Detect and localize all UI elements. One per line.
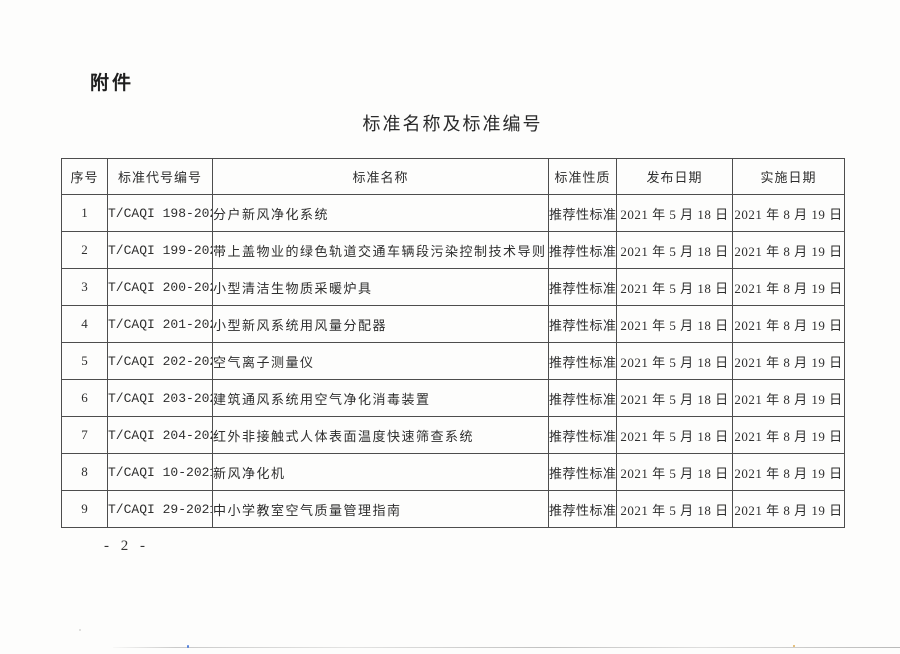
- cell-code: T/CAQI 199-2021: [107, 231, 213, 269]
- scan-speck-blue: [187, 645, 189, 648]
- cell-index: 3: [61, 268, 108, 306]
- cell-name: 带上盖物业的绿色轨道交通车辆段污染控制技术导则: [212, 231, 549, 269]
- scan-speck-orange: [793, 645, 795, 647]
- cell-name: 红外非接触式人体表面温度快速筛查系统: [212, 416, 549, 454]
- cell-implement-date: 2021 年 8 月 19 日: [732, 305, 845, 343]
- cell-implement-date: 2021 年 8 月 19 日: [732, 231, 845, 269]
- cell-nature: 推荐性标准: [548, 268, 617, 306]
- header-cell-publish-date: 发布日期: [616, 158, 733, 195]
- table-row: 6 T/CAQI 203-2021 建筑通风系统用空气净化消毒装置 推荐性标准 …: [61, 379, 845, 417]
- cell-nature: 推荐性标准: [548, 342, 617, 380]
- scan-speck-gray: [79, 629, 81, 631]
- cell-implement-date: 2021 年 8 月 19 日: [732, 453, 845, 491]
- table-row: 5 T/CAQI 202-2021 空气离子测量仪 推荐性标准 2021 年 5…: [61, 342, 845, 380]
- cell-name: 建筑通风系统用空气净化消毒装置: [212, 379, 549, 417]
- cell-index: 2: [61, 231, 108, 269]
- cell-nature: 推荐性标准: [548, 231, 617, 269]
- cell-name: 小型清洁生物质采暖炉具: [212, 268, 549, 306]
- cell-name: 新风净化机: [212, 453, 549, 491]
- header-cell-nature: 标准性质: [548, 158, 617, 195]
- document-title: 标准名称及标准编号: [362, 114, 543, 134]
- cell-code: T/CAQI 203-2021: [107, 379, 213, 417]
- cell-nature: 推荐性标准: [548, 490, 617, 528]
- header-cell-name: 标准名称: [212, 158, 549, 195]
- table-row: 2 T/CAQI 199-2021 带上盖物业的绿色轨道交通车辆段污染控制技术导…: [61, 231, 845, 269]
- cell-name: 小型新风系统用风量分配器: [212, 305, 549, 343]
- table-row: 8 T/CAQI 10-2021 新风净化机 推荐性标准 2021 年 5 月 …: [61, 453, 845, 491]
- table-header-row: 序号 标准代号编号 标准名称 标准性质 发布日期 实施日期: [61, 158, 845, 195]
- cell-index: 9: [61, 490, 108, 528]
- cell-index: 1: [61, 194, 108, 232]
- cell-publish-date: 2021 年 5 月 18 日: [616, 453, 733, 491]
- cell-name: 空气离子测量仪: [212, 342, 549, 380]
- cell-index: 6: [61, 379, 108, 417]
- cell-index: 8: [61, 453, 108, 491]
- standards-table: 序号 标准代号编号 标准名称 标准性质 发布日期 实施日期 1 T/CAQI 1…: [61, 158, 845, 528]
- cell-index: 4: [61, 305, 108, 343]
- cell-implement-date: 2021 年 8 月 19 日: [732, 194, 845, 232]
- cell-publish-date: 2021 年 5 月 18 日: [616, 268, 733, 306]
- cell-nature: 推荐性标准: [548, 416, 617, 454]
- cell-code: T/CAQI 198-2021: [107, 194, 213, 232]
- table-row: 7 T/CAQI 204-2021 红外非接触式人体表面温度快速筛查系统 推荐性…: [61, 416, 845, 454]
- cell-implement-date: 2021 年 8 月 19 日: [732, 490, 845, 528]
- table-row: 9 T/CAQI 29-2021 中小学教室空气质量管理指南 推荐性标准 202…: [61, 490, 845, 528]
- cell-code: T/CAQI 29-2021: [107, 490, 213, 528]
- header-cell-index: 序号: [61, 158, 108, 195]
- cell-code: T/CAQI 204-2021: [107, 416, 213, 454]
- table-row: 3 T/CAQI 200-2021 小型清洁生物质采暖炉具 推荐性标准 2021…: [61, 268, 845, 306]
- table-row: 1 T/CAQI 198-2021 分户新风净化系统 推荐性标准 2021 年 …: [61, 194, 845, 232]
- cell-implement-date: 2021 年 8 月 19 日: [732, 342, 845, 380]
- table-header: 序号 标准代号编号 标准名称 标准性质 发布日期 实施日期: [61, 158, 845, 195]
- cell-nature: 推荐性标准: [548, 305, 617, 343]
- cell-publish-date: 2021 年 5 月 18 日: [616, 231, 733, 269]
- cell-publish-date: 2021 年 5 月 18 日: [616, 342, 733, 380]
- scan-edge-artifact: [113, 647, 900, 648]
- page-number: - 2 -: [104, 538, 149, 554]
- cell-name: 中小学教室空气质量管理指南: [212, 490, 549, 528]
- cell-name: 分户新风净化系统: [212, 194, 549, 232]
- cell-implement-date: 2021 年 8 月 19 日: [732, 379, 845, 417]
- cell-implement-date: 2021 年 8 月 19 日: [732, 416, 845, 454]
- cell-publish-date: 2021 年 5 月 18 日: [616, 416, 733, 454]
- cell-publish-date: 2021 年 5 月 18 日: [616, 305, 733, 343]
- cell-index: 7: [61, 416, 108, 454]
- cell-publish-date: 2021 年 5 月 18 日: [616, 379, 733, 417]
- table-row: 4 T/CAQI 201-2021 小型新风系统用风量分配器 推荐性标准 202…: [61, 305, 845, 343]
- header-cell-code: 标准代号编号: [107, 158, 213, 195]
- cell-code: T/CAQI 201-2021: [107, 305, 213, 343]
- cell-publish-date: 2021 年 5 月 18 日: [616, 490, 733, 528]
- cell-nature: 推荐性标准: [548, 453, 617, 491]
- attachment-label: 附件: [90, 73, 135, 94]
- cell-nature: 推荐性标准: [548, 194, 617, 232]
- cell-nature: 推荐性标准: [548, 379, 617, 417]
- table-body: 1 T/CAQI 198-2021 分户新风净化系统 推荐性标准 2021 年 …: [61, 194, 845, 528]
- cell-index: 5: [61, 342, 108, 380]
- cell-publish-date: 2021 年 5 月 18 日: [616, 194, 733, 232]
- header-cell-implement-date: 实施日期: [732, 158, 845, 195]
- cell-implement-date: 2021 年 8 月 19 日: [732, 268, 845, 306]
- cell-code: T/CAQI 202-2021: [107, 342, 213, 380]
- cell-code: T/CAQI 200-2021: [107, 268, 213, 306]
- cell-code: T/CAQI 10-2021: [107, 453, 213, 491]
